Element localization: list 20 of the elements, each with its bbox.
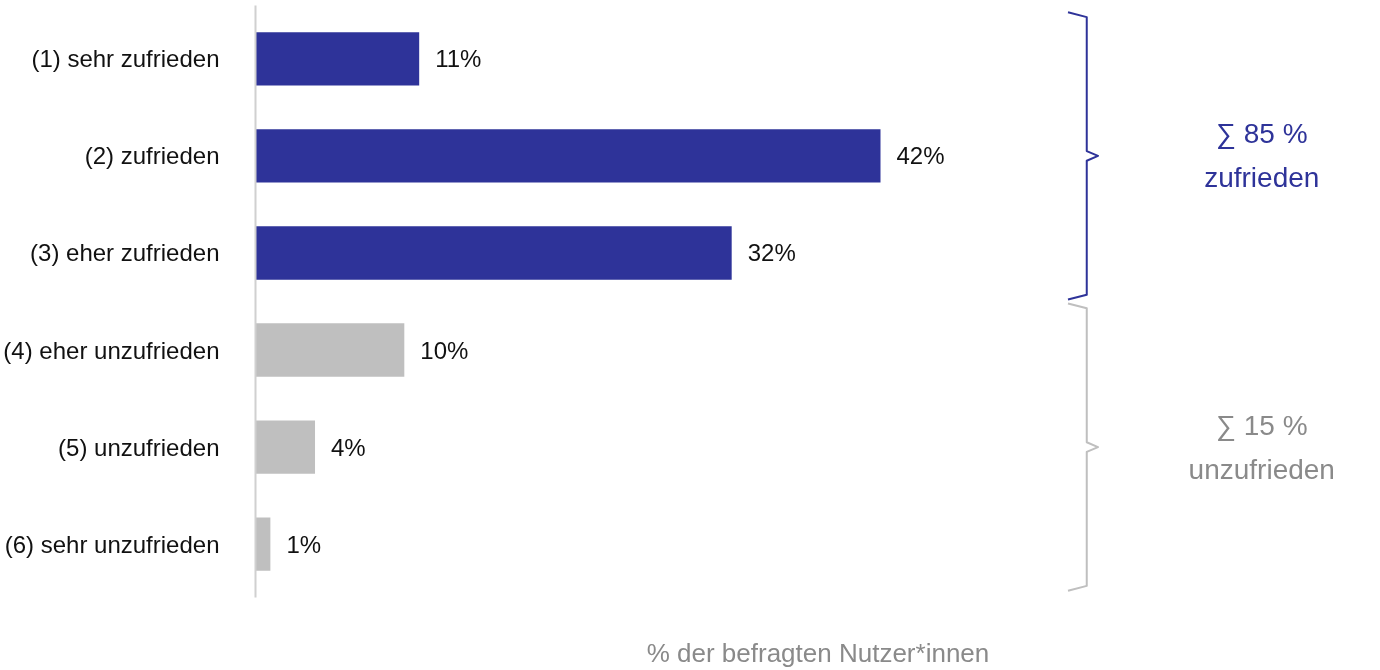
data-label: 11% (435, 45, 482, 73)
bar (255, 420, 316, 474)
data-label: 1% (286, 530, 322, 558)
text: ∑ 85 % zufrieden (1204, 118, 1320, 194)
bar (255, 32, 420, 86)
y-tick-label: (2) zufrieden (84, 142, 220, 170)
bar (255, 226, 732, 280)
y-tick-label: (4) eher unzufrieden (3, 336, 220, 364)
data-label: 32% (747, 239, 796, 267)
y-tick-label: (6) sehr unzufrieden (4, 530, 220, 558)
text: ∑ 15 % unzufrieden (1188, 409, 1335, 485)
bar (255, 129, 881, 183)
data-label: 42% (896, 142, 945, 170)
bar (255, 323, 405, 377)
data-label: 10% (420, 336, 469, 364)
y-tick-label: (5) unzufrieden (58, 433, 220, 461)
x-axis-title: % der befragten Nutzer*innen (646, 637, 990, 668)
data-label: 4% (331, 433, 366, 461)
y-tick-label: (1) sehr zufrieden (31, 45, 220, 73)
y-tick-label: (3) eher zufrieden (30, 239, 220, 267)
